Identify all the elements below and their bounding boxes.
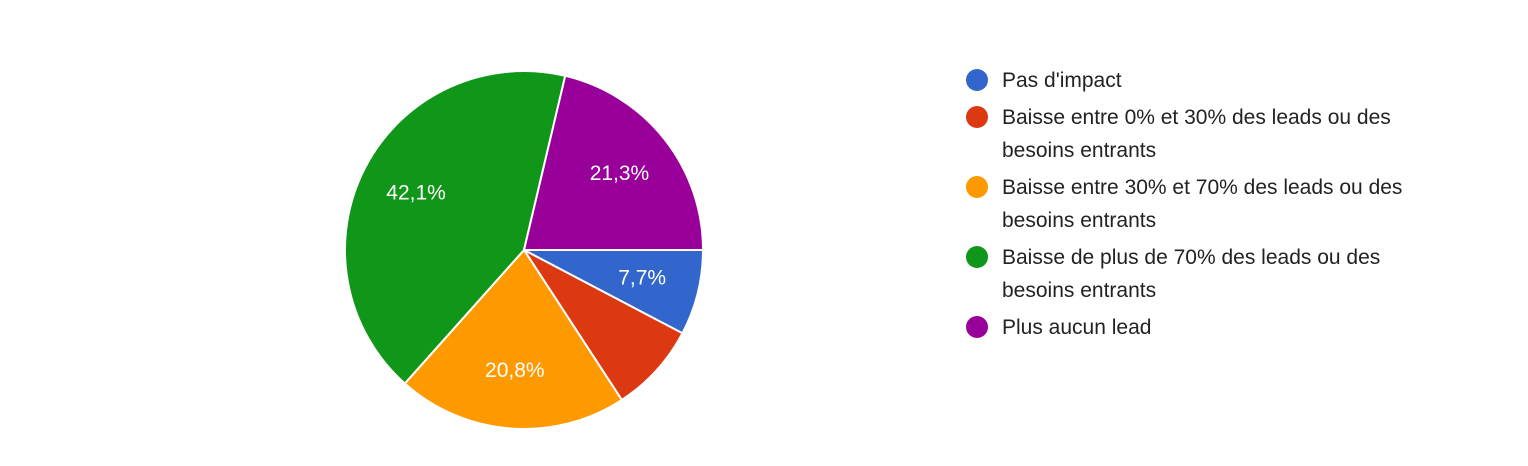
value-label: 21,3% [590, 162, 650, 185]
legend-label: Baisse de plus de 70% des leads ou des b… [1002, 246, 1381, 302]
legend-item: Plus aucun lead [966, 311, 1446, 344]
legend-item: Baisse entre 0% et 30% des leads ou des … [966, 101, 1446, 167]
legend-label: Baisse entre 0% et 30% des leads ou des … [1002, 106, 1391, 162]
legend: Pas d'impact Baisse entre 0% et 30% des l… [966, 64, 1446, 348]
legend-swatch [966, 246, 988, 268]
pie-slice [522, 74, 705, 251]
pie-slice [521, 247, 684, 402]
pie-slice [403, 248, 624, 430]
value-label: 20,8% [485, 359, 545, 382]
legend-label: Baisse entre 30% et 70% des leads ou des… [1002, 176, 1403, 232]
legend-item: Baisse entre 30% et 70% des leads ou des… [966, 171, 1446, 237]
pie-slice [344, 70, 567, 385]
value-label: 42,1% [386, 181, 446, 204]
legend-swatch [966, 106, 988, 128]
legend-swatch [966, 176, 988, 198]
legend-label: Plus aucun lead [1002, 316, 1152, 339]
legend-item: Baisse de plus de 70% des leads ou des b… [966, 241, 1446, 307]
legend-item: Pas d'impact [966, 64, 1446, 97]
value-label: 7,7% [618, 267, 666, 290]
legend-swatch [966, 316, 988, 338]
legend-label: Pas d'impact [1002, 69, 1122, 92]
legend-swatch [966, 69, 988, 91]
